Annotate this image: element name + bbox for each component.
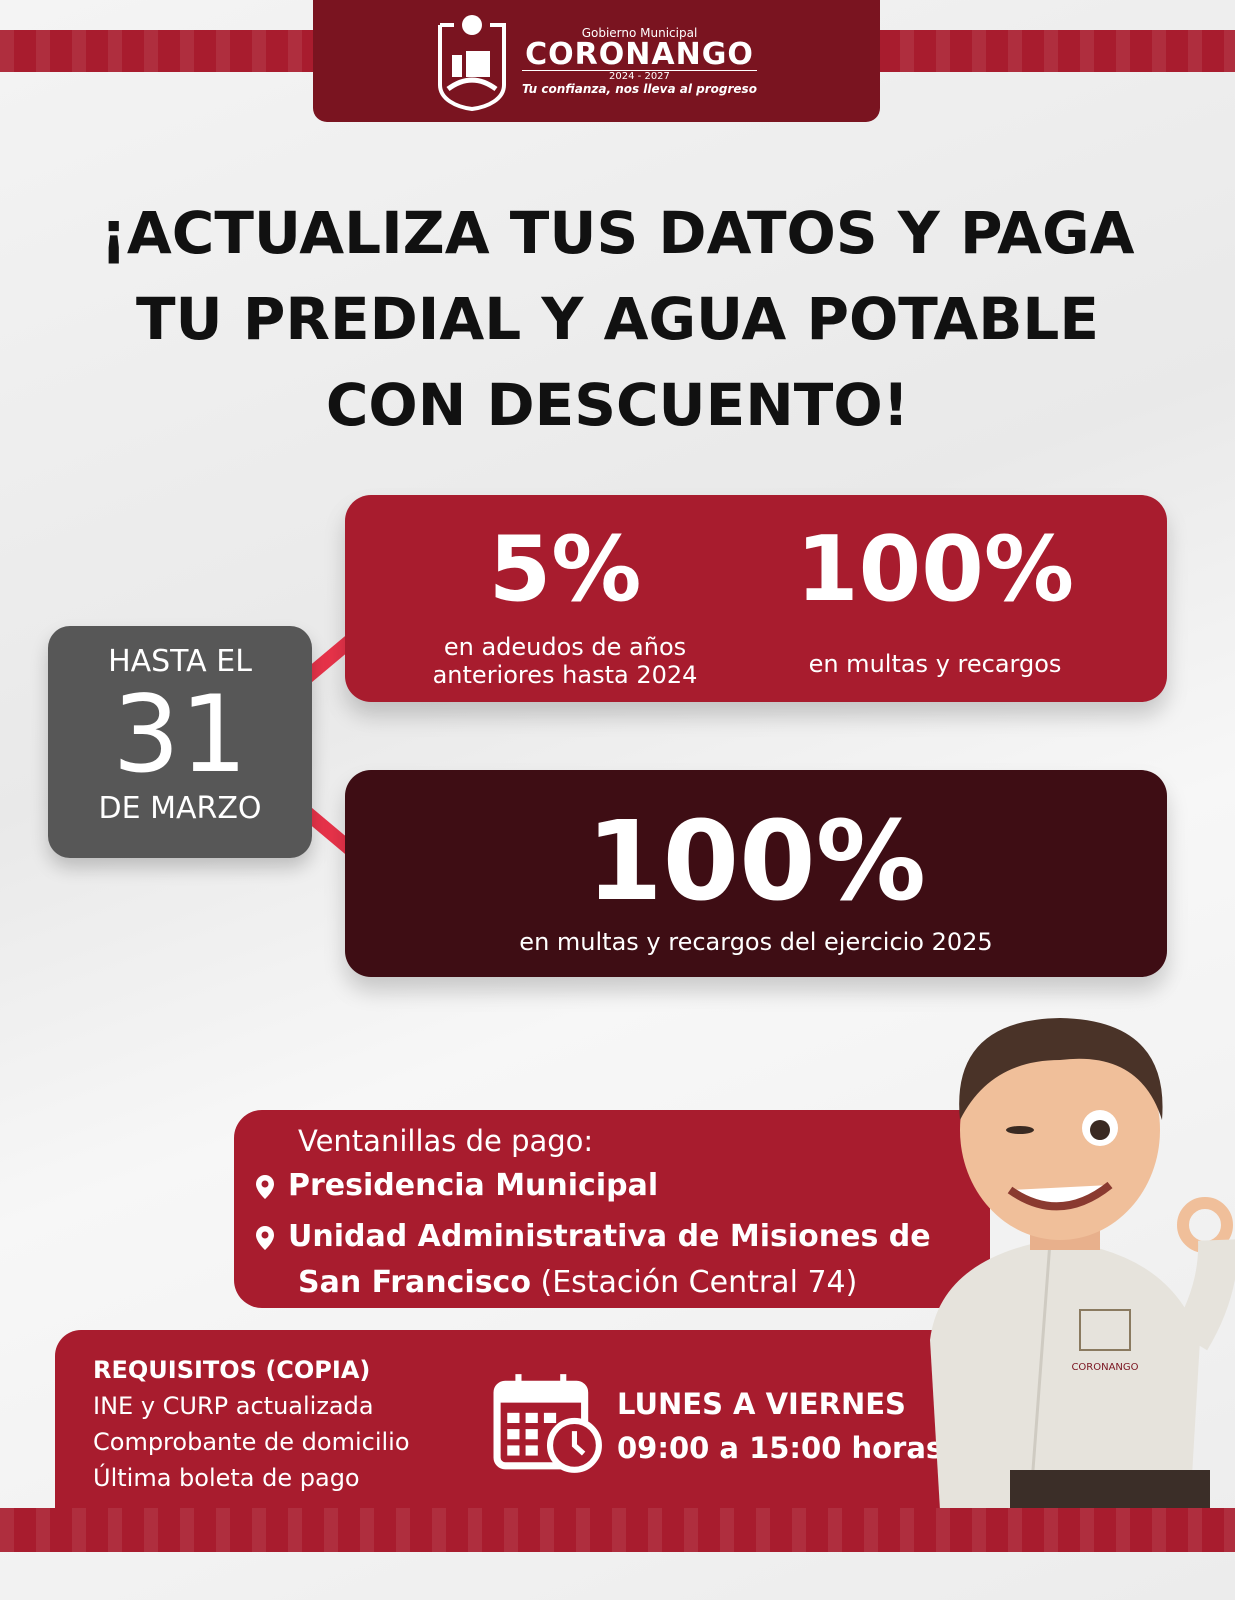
- page-title: ¡ACTUALIZA TUS DATOS Y PAGA TU PREDIAL Y…: [0, 190, 1235, 448]
- calendar-clock-icon: [493, 1374, 602, 1473]
- schedule-hours: 09:00 a 15:00 horas: [617, 1431, 944, 1465]
- title-line-3: CON DESCUENTO!: [325, 371, 910, 439]
- locations-heading: Ventanillas de pago:: [298, 1124, 594, 1158]
- discount-100-percent: 100%: [795, 517, 1075, 622]
- brand-name: CORONANGO: [525, 37, 754, 72]
- discount-card-2025: 100% en multas y recargos del ejercicio …: [345, 770, 1167, 977]
- payment-locations-card: Ventanillas de pago: Presidencia Municip…: [234, 1110, 990, 1308]
- location-2-name-a: Unidad Administrativa de Misiones de: [288, 1219, 931, 1254]
- mascot-shirt-logo: CORONANGO: [1071, 1362, 1138, 1373]
- discount-2025-percent: 100%: [586, 797, 926, 925]
- location-1: Presidencia Municipal: [256, 1168, 658, 1203]
- location-1-name: Presidencia Municipal: [288, 1168, 659, 1203]
- bottom-pattern-band: [0, 1508, 1235, 1552]
- requirement-item: Comprobante de domicilio: [93, 1428, 410, 1456]
- requirement-item: Última boleta de pago: [93, 1464, 360, 1492]
- discount-5-text: en adeudos de años anteriores hasta 2024: [385, 633, 745, 689]
- discount-card-previous-years: 5% en adeudos de años anteriores hasta 2…: [345, 495, 1167, 702]
- brand-years: 2024 - 2027: [522, 70, 757, 82]
- requirement-item: INE y CURP actualizada: [93, 1392, 374, 1420]
- deadline-prefix: HASTA EL: [108, 644, 252, 679]
- municipal-shield-icon: [438, 15, 507, 111]
- requirements-card: REQUISITOS (COPIA) INE y CURP actualizad…: [55, 1330, 1000, 1510]
- deadline-badge: HASTA EL 31 DE MARZO: [48, 626, 312, 858]
- title-line-2: TU PREDIAL Y AGUA POTABLE: [135, 285, 1100, 353]
- title-line-1: ¡ACTUALIZA TUS DATOS Y PAGA: [100, 199, 1135, 267]
- requirements-heading: REQUISITOS (COPIA): [93, 1356, 371, 1384]
- header-logo-block: Gobierno Municipal CORONANGO 2024 - 2027…: [313, 0, 880, 122]
- discount-5-text-line-2: anteriores hasta 2024: [432, 661, 698, 689]
- discount-2025-text: en multas y recargos del ejercicio 2025: [519, 928, 993, 956]
- deadline-month: DE MARZO: [98, 791, 262, 826]
- deadline-day: 31: [112, 673, 248, 796]
- mascot-illustration: CORONANGO: [930, 1018, 1235, 1510]
- location-2-name-b: San Francisco: [298, 1265, 531, 1300]
- location-pin-icon: [256, 1225, 274, 1250]
- location-2-note: (Estación Central 74): [540, 1265, 858, 1300]
- location-pin-icon: [256, 1174, 274, 1199]
- discount-100-text: en multas y recargos: [808, 650, 1062, 678]
- schedule-days: LUNES A VIERNES: [617, 1387, 906, 1421]
- brand-text: Gobierno Municipal CORONANGO 2024 - 2027…: [522, 26, 757, 96]
- brand-top-line: Gobierno Municipal: [581, 26, 698, 40]
- discount-5-text-line-1: en adeudos de años: [443, 633, 687, 661]
- location-2: Unidad Administrativa de Misiones de San…: [256, 1214, 931, 1306]
- discount-5-percent: 5%: [488, 517, 642, 622]
- brand-slogan: Tu confianza, nos lleva al progreso: [522, 82, 757, 96]
